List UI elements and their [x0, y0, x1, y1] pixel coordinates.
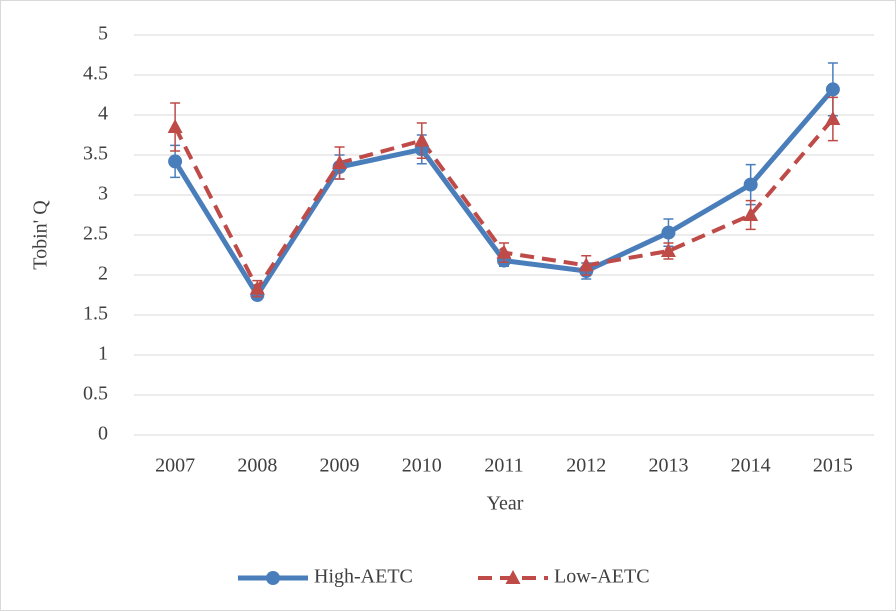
x-tick-label: 2015 [813, 455, 853, 477]
data-point [249, 280, 265, 295]
x-tick-label: 2009 [320, 455, 360, 477]
y-tick-label: 0 [98, 423, 108, 445]
y-tick-label: 4.5 [83, 63, 108, 85]
data-point [168, 154, 183, 169]
legend-label: High-AETC [314, 566, 413, 588]
x-tick-label: 2008 [237, 455, 277, 477]
data-point [743, 207, 759, 221]
x-axis-title: Year [487, 493, 524, 515]
legend-marker [266, 571, 280, 585]
data-point [167, 119, 183, 133]
y-tick-label: 0.5 [83, 383, 108, 405]
x-tick-label: 2012 [566, 455, 606, 477]
y-axis-title: Tobin' Q [30, 200, 52, 270]
x-tick-label: 2011 [484, 455, 523, 477]
legend-marker [505, 570, 521, 584]
y-tick-label: 1 [98, 343, 108, 365]
data-point [496, 244, 512, 259]
y-tick-label: 5 [98, 23, 108, 45]
data-point [414, 132, 430, 147]
data-point [660, 243, 676, 257]
data-point [825, 111, 841, 125]
x-tick-label: 2010 [402, 455, 442, 477]
data-point [743, 177, 758, 192]
y-tick-label: 2 [98, 263, 108, 285]
x-tick-label: 2013 [648, 455, 688, 477]
y-tick-label: 3 [98, 183, 108, 205]
x-tick-label: 2014 [731, 455, 771, 477]
data-point [332, 155, 348, 169]
data-point [825, 82, 840, 97]
y-tick-label: 2.5 [83, 223, 108, 245]
data-point [661, 225, 676, 240]
y-tick-label: 1.5 [83, 303, 108, 325]
y-tick-label: 4 [98, 103, 108, 125]
x-tick-label: 2007 [155, 455, 195, 477]
y-tick-label: 3.5 [83, 143, 108, 165]
legend-label: Low-AETC [554, 566, 650, 588]
data-point [578, 257, 594, 272]
